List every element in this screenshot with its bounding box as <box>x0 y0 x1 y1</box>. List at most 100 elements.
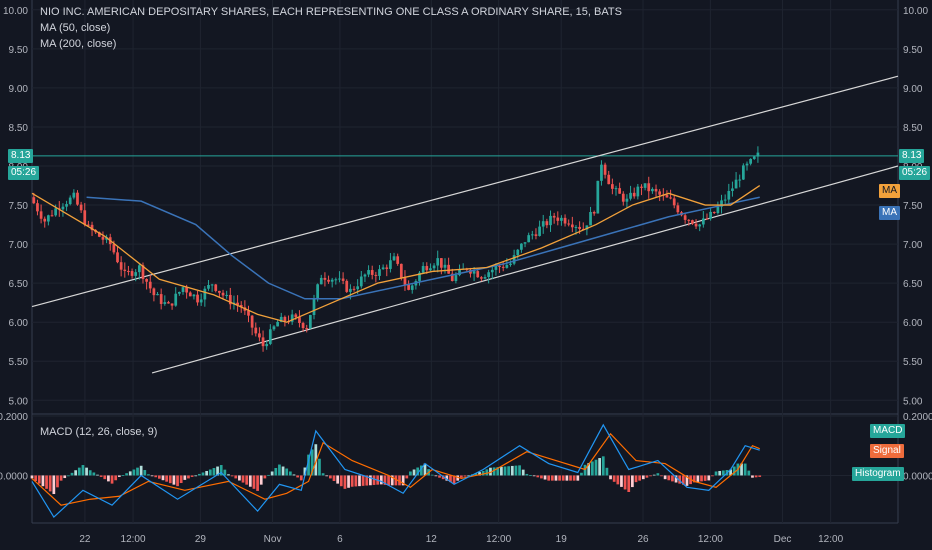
histogram-legend-tag: Histogram <box>852 467 904 481</box>
candle-body <box>567 223 571 225</box>
macd-histogram-bar <box>452 475 456 484</box>
macd-histogram-bar <box>34 475 38 482</box>
candle-body <box>47 215 50 222</box>
candle-body <box>436 258 440 266</box>
macd-histogram-bar <box>336 475 340 484</box>
candle-body <box>210 284 214 286</box>
candle-body <box>534 234 538 236</box>
macd-histogram-bar <box>481 470 485 476</box>
macd-histogram-bar <box>445 475 449 481</box>
macd-histogram-bar <box>652 474 656 476</box>
price-tick-label-right: 5.00 <box>903 396 923 407</box>
time-tick-label: 6 <box>337 534 343 545</box>
time-tick-label: 12:00 <box>698 534 723 545</box>
macd-histogram-bar <box>157 475 161 479</box>
candle-body <box>538 226 541 236</box>
macd-histogram-bar <box>474 473 478 476</box>
candle-body <box>476 271 480 278</box>
macd-histogram-bar <box>59 475 63 481</box>
time-tick-label: 26 <box>637 534 649 545</box>
macd-histogram-bar <box>37 475 41 484</box>
macd-histogram-bar <box>601 456 605 476</box>
macd-histogram-bar <box>223 469 227 476</box>
candle-body <box>32 197 36 204</box>
macd-histogram-bar <box>656 473 660 476</box>
candle-body <box>665 194 669 198</box>
ma50-legend[interactable]: MA (50, close) <box>40 22 111 34</box>
candle-body <box>694 223 698 227</box>
signal-line <box>31 432 760 506</box>
macd-legend[interactable]: MACD (12, 26, close, 9) <box>40 426 158 438</box>
candle-body <box>552 215 556 218</box>
candle-body <box>265 343 269 347</box>
candle-body <box>261 337 265 347</box>
macd-histogram-bar <box>641 475 645 480</box>
candle-body <box>272 326 276 330</box>
ma200-legend[interactable]: MA (200, close) <box>40 38 117 50</box>
candle-body <box>738 179 742 181</box>
candle-body <box>643 183 647 188</box>
macd-histogram-bar <box>299 475 303 481</box>
macd-histogram-bar <box>219 465 223 476</box>
macd-legend-tag: MACD <box>870 424 906 438</box>
candle-body <box>203 288 207 300</box>
macd-histogram-bar <box>576 475 580 481</box>
macd-histogram-bar <box>278 464 281 476</box>
ma200-axis-tag: MA <box>879 206 900 220</box>
time-tick-label: 12:00 <box>486 534 511 545</box>
candle-body <box>327 279 330 282</box>
candle-body <box>137 265 141 273</box>
candle-body <box>97 232 101 237</box>
macd-histogram-bar <box>721 470 725 476</box>
macd-histogram-bar <box>660 475 663 477</box>
candle-body <box>676 205 680 213</box>
macd-histogram-bar <box>208 469 212 476</box>
macd-histogram-bar <box>707 475 711 481</box>
time-tick-label: 12 <box>426 534 438 545</box>
candle-body <box>516 249 520 256</box>
price-tick-label-right: 7.00 <box>903 240 923 251</box>
candle-body <box>163 302 167 304</box>
macd-tick-label-left: 0.2000 <box>0 412 28 423</box>
price-tick-label-right: 10.00 <box>903 6 928 17</box>
macd-histogram-bar <box>459 475 463 478</box>
signal-legend-tag: Signal <box>870 444 904 458</box>
candle-body <box>381 267 385 270</box>
macd-histogram-bar <box>434 475 438 477</box>
candle-body <box>439 258 443 268</box>
macd-histogram-bar <box>580 472 583 476</box>
price-tick-label-left: 5.50 <box>9 357 29 368</box>
macd-histogram-bar <box>259 475 263 485</box>
left-countdown-badge: 05:26 <box>8 166 40 180</box>
macd-histogram-bar <box>671 475 674 482</box>
macd-histogram-bar <box>52 475 56 495</box>
macd-histogram-bar <box>638 475 642 481</box>
macd-histogram-bar <box>449 475 452 483</box>
macd-histogram-bar <box>500 466 503 476</box>
candle-body <box>356 286 360 290</box>
candle-body <box>691 220 694 224</box>
macd-histogram-bar <box>238 475 241 481</box>
candle-body <box>509 263 512 265</box>
macd-histogram-bar <box>67 475 70 477</box>
macd-histogram-bar <box>314 444 318 476</box>
macd-histogram-bar <box>620 475 623 487</box>
macd-histogram-bar <box>740 463 743 476</box>
macd-histogram-bar <box>143 470 147 476</box>
candle-body <box>549 215 552 226</box>
macd-histogram-bar <box>45 475 48 489</box>
macd-histogram-bar <box>587 463 591 476</box>
price-tick-label-left: 10.00 <box>3 6 28 17</box>
macd-histogram-bar <box>365 475 369 486</box>
candle-body <box>385 267 389 269</box>
macd-histogram-bar <box>201 472 205 476</box>
macd-histogram-bar <box>194 475 198 477</box>
macd-histogram-bar <box>681 475 685 485</box>
candle-body <box>592 212 596 214</box>
candle-body <box>560 217 563 221</box>
macd-histogram-bar <box>110 475 114 484</box>
candle-body <box>600 164 603 181</box>
price-tick-label-left: 7.00 <box>9 240 29 251</box>
candle-body <box>421 266 425 273</box>
